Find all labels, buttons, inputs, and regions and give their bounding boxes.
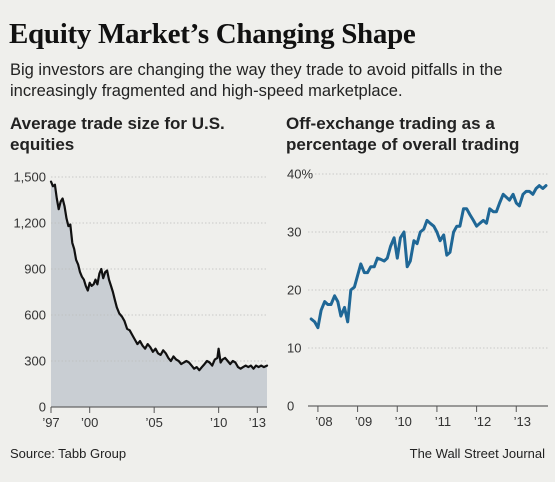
y-tick-label: 40%: [287, 167, 313, 182]
x-tick-label: ’13: [514, 414, 531, 429]
left-panel-title: Average trade size for U.S. equities: [10, 114, 225, 154]
y-tick-label: 900: [24, 262, 46, 277]
y-tick-label: 10: [287, 341, 301, 356]
chart-subtitle: Big investors are changing the way they …: [10, 61, 503, 100]
off-exchange-chart: 0 10 20 30 40% ’08 ’09 ’10 ’11 ’12 ’13: [287, 167, 548, 429]
y-tick-label: 1,200: [13, 216, 46, 231]
x-tick-label: ’13: [249, 415, 266, 430]
x-tick-label: ’09: [355, 414, 372, 429]
y-tick-label: 0: [39, 400, 46, 415]
x-tick-label: ’08: [315, 414, 332, 429]
right-panel-title: Off-exchange trading as a percentage of …: [286, 114, 520, 154]
x-tick-label: ’05: [145, 415, 162, 430]
series-line: [49, 180, 269, 372]
x-tick-label: ’12: [474, 414, 491, 429]
x-tick-label: ’10: [210, 415, 227, 430]
source-note: Source: Tabb Group: [10, 446, 127, 461]
trade-size-chart: 0 300 600 900 1,200 1,500 ’97 ’00 ’05 ’10 ’13: [13, 170, 269, 430]
series-line: [309, 184, 548, 330]
x-tick-label: ’11: [435, 414, 451, 429]
y-tick-label: 30: [287, 225, 301, 240]
x-tick-label: ’00: [81, 415, 98, 430]
chart-title: Equity Market’s Changing Shape: [9, 18, 416, 50]
area-fill: [51, 181, 267, 407]
y-tick-label: 20: [287, 283, 301, 298]
y-tick-label: 0: [287, 399, 294, 414]
x-tick-label: ’10: [395, 414, 412, 429]
y-tick-label: 300: [24, 354, 46, 369]
x-tick-label: ’97: [42, 415, 59, 430]
y-tick-label: 600: [24, 308, 46, 323]
credit-note: The Wall Street Journal: [409, 446, 545, 461]
y-tick-label: 1,500: [13, 170, 46, 185]
